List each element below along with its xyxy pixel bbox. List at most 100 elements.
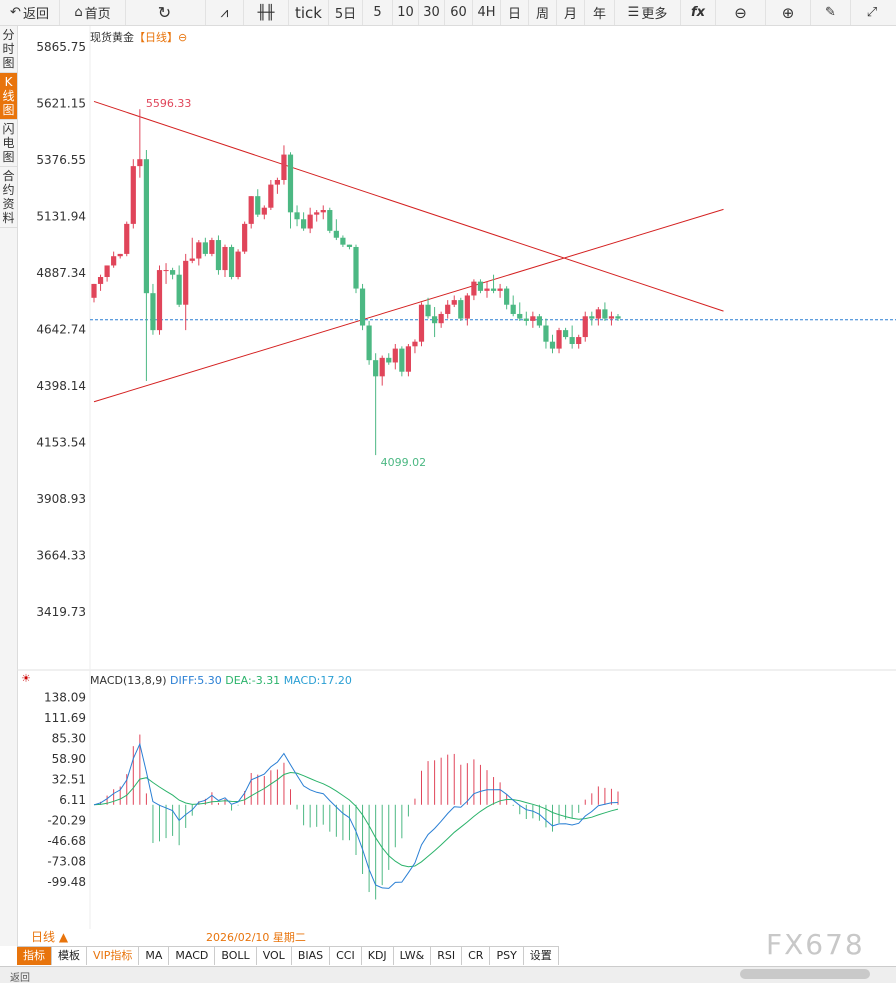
watermark-logo: FX678	[766, 928, 865, 961]
candle-body	[340, 237, 346, 245]
candle-body	[176, 274, 182, 305]
period-month-button[interactable]: 月	[557, 0, 585, 25]
period-week-button[interactable]: 周	[529, 0, 557, 25]
sidebar-item-flash[interactable]: 闪电图	[0, 120, 17, 167]
tab-boll[interactable]: BOLL	[215, 947, 257, 965]
tick-button[interactable]: tick	[289, 0, 329, 25]
price-tick-label: 3664.33	[36, 549, 86, 563]
macd-tick-label: 138.09	[44, 690, 86, 704]
macd-value: MACD:17.20	[283, 674, 352, 687]
candle-body	[425, 304, 431, 317]
candle-body	[510, 304, 516, 314]
candle-body	[418, 304, 425, 342]
line-chart-button[interactable]: ⩘	[206, 0, 244, 25]
candle-body	[399, 348, 405, 372]
refresh-button[interactable]: ↻	[126, 0, 206, 25]
macd-dea: DEA:-3.31	[225, 674, 281, 687]
tab-templates[interactable]: 模板	[52, 947, 87, 965]
zoom-in-icon: ⊕	[781, 3, 795, 22]
macd-tick-label: -99.48	[47, 875, 86, 889]
candle-body	[464, 295, 470, 319]
candle-body	[91, 283, 97, 298]
candle-body	[405, 346, 411, 372]
candle-body	[379, 357, 385, 377]
tab-vip-indicators[interactable]: VIP指标	[87, 947, 140, 965]
tab-ma[interactable]: MA	[139, 947, 170, 965]
candle-body	[373, 360, 379, 377]
candle-body	[392, 348, 398, 363]
candle-body	[156, 270, 163, 331]
horizontal-scrollbar[interactable]	[740, 969, 870, 979]
candle-body	[490, 288, 497, 291]
candle-body	[523, 318, 529, 321]
tab-vol[interactable]: VOL	[257, 947, 292, 965]
period-5m-button[interactable]: 5	[363, 0, 393, 25]
candle-body	[143, 159, 149, 294]
candle-body	[274, 179, 280, 185]
chart-canvas[interactable]: 5865.75 5621.15 5376.55 5131.94 4887.34 4642.…	[17, 26, 896, 929]
candle-body	[445, 304, 451, 314]
instrument-name: 现货黄金	[90, 31, 134, 44]
home-button[interactable]: ⌂ 首页	[60, 0, 126, 25]
down-trendline	[93, 100, 724, 312]
candle-body	[261, 207, 267, 215]
candle-body	[595, 309, 601, 319]
period-10m-button[interactable]: 10	[393, 0, 419, 25]
tab-cci[interactable]: CCI	[330, 947, 362, 965]
tab-cr[interactable]: CR	[462, 947, 491, 965]
back-button[interactable]: ↶ 返回	[0, 0, 60, 25]
tab-psy[interactable]: PSY	[490, 947, 524, 965]
candle-body	[124, 223, 130, 254]
candlestick-icon: ╫╫	[257, 4, 275, 21]
fullscreen-button[interactable]: ⤢	[851, 0, 893, 25]
back-arrow-icon: ↶	[10, 5, 21, 20]
candle-body	[183, 260, 189, 305]
tab-rsi[interactable]: RSI	[431, 947, 463, 965]
expand-icon: ⤢	[866, 5, 878, 20]
zoom-in-button[interactable]: ⊕	[766, 0, 811, 25]
line-chart-icon: ⩘	[220, 4, 229, 21]
sidebar-item-timeshare[interactable]: 分时图	[0, 26, 17, 73]
tab-indicators[interactable]: 指标	[17, 947, 52, 965]
period-30m-button[interactable]: 30	[419, 0, 445, 25]
sidebar-item-contract-info[interactable]: 合约资料	[0, 167, 17, 228]
candle-body	[111, 256, 117, 266]
tab-kdj[interactable]: KDJ	[362, 947, 394, 965]
period-day-button[interactable]: 日	[501, 0, 529, 25]
pencil-icon: ✎	[825, 5, 836, 20]
tab-settings[interactable]: 设置	[524, 947, 559, 965]
tab-macd[interactable]: MACD	[169, 947, 216, 965]
candle-body	[294, 212, 300, 220]
period-year-button[interactable]: 年	[585, 0, 615, 25]
candle-body	[517, 313, 523, 319]
candle-body	[301, 219, 307, 229]
candle-body	[130, 166, 136, 224]
period-4h-button[interactable]: 4H	[473, 0, 501, 25]
more-button[interactable]: ☰ 更多	[615, 0, 681, 25]
candle-body	[477, 281, 484, 291]
formula-button[interactable]: fx	[681, 0, 716, 25]
settings-icon[interactable]: ⊖	[178, 31, 188, 44]
tab-lw[interactable]: LW&	[394, 947, 432, 965]
candle-body	[576, 337, 582, 344]
indicator-settings-icon[interactable]: ☀	[21, 672, 31, 685]
candle-body	[451, 300, 457, 305]
zoom-out-button[interactable]: ⊖	[716, 0, 766, 25]
price-tick-label: 4642.74	[36, 323, 86, 337]
candle-body	[235, 251, 241, 278]
candle-chart-button[interactable]: ╫╫	[244, 0, 289, 25]
sidebar-item-kline[interactable]: K线图	[0, 73, 17, 120]
draw-button[interactable]: ✎	[811, 0, 851, 25]
period-selector[interactable]: 日线 ▲	[31, 930, 69, 944]
tab-bias[interactable]: BIAS	[292, 947, 331, 965]
period-5d-button[interactable]: 5日	[329, 0, 363, 25]
candle-body	[563, 330, 569, 338]
price-tick-label: 5376.55	[36, 153, 86, 167]
candle-body	[333, 230, 339, 238]
macd-tick-label: 58.90	[52, 752, 86, 766]
candle-body	[287, 154, 294, 213]
refresh-icon: ↻	[157, 3, 172, 22]
period-60m-button[interactable]: 60	[445, 0, 473, 25]
price-tick-label: 3419.73	[36, 605, 86, 619]
footer-back-link[interactable]: 返回	[10, 973, 30, 984]
